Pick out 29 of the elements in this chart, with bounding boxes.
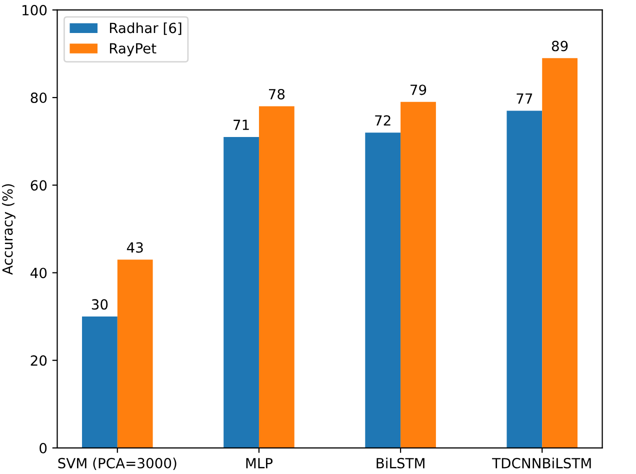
bar xyxy=(400,102,436,448)
data-label: 77 xyxy=(516,94,532,104)
data-label: 71 xyxy=(234,120,249,130)
data-label: 79 xyxy=(410,84,426,96)
data-label: 78 xyxy=(268,88,285,100)
x-tick-label: SVM (PCA=3000) xyxy=(58,458,176,470)
bar xyxy=(117,260,153,448)
x-tick-label: MLP xyxy=(246,458,273,468)
y-tick-label: 60 xyxy=(30,180,47,191)
legend-label: RayPet xyxy=(110,43,156,56)
y-tick-label: 20 xyxy=(30,355,47,366)
bar xyxy=(506,110,542,448)
y-tick-label: 100 xyxy=(22,4,47,16)
bar xyxy=(542,58,578,448)
y-tick-label: 80 xyxy=(30,92,47,104)
y-axis-title: Accuracy (%) xyxy=(2,184,16,275)
data-label: 30 xyxy=(92,299,108,310)
bar xyxy=(224,136,259,448)
y-tick-label: 40 xyxy=(30,268,47,278)
x-tick-label: BiLSTM xyxy=(376,458,424,468)
x-tick-label: TDCNNBiLSTM xyxy=(492,458,591,468)
legend-label: Radhar [6] xyxy=(110,22,182,35)
bar xyxy=(258,106,294,448)
data-label: 43 xyxy=(126,242,143,253)
bar xyxy=(82,316,118,448)
bar xyxy=(365,132,401,448)
data-label: 89 xyxy=(552,40,568,52)
y-tick-label: 0 xyxy=(40,442,47,454)
data-label: 72 xyxy=(375,115,390,126)
